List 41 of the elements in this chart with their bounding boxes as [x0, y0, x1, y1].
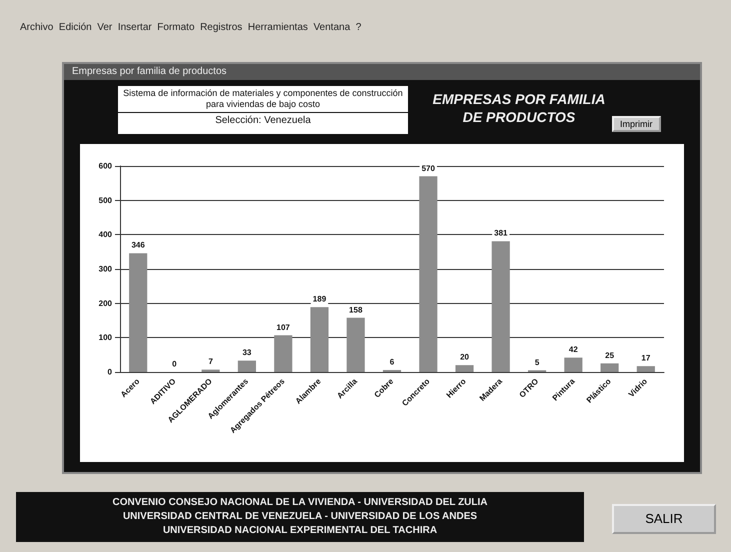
- bar: [455, 365, 474, 372]
- chart-subtitle: Selección: Venezuela: [214, 114, 312, 128]
- data-label: 17: [641, 354, 651, 363]
- data-label: 7: [208, 357, 214, 366]
- bar: [492, 241, 510, 372]
- data-label: 570: [422, 164, 436, 173]
- text: Sistema de información de materiales y componentes de construcción para viviendas de bajo costo: [118, 86, 408, 113]
- bar: [274, 335, 292, 372]
- y-tick-label: 100: [98, 333, 113, 342]
- bar: [129, 253, 148, 372]
- bar: [600, 363, 619, 372]
- bar: [419, 176, 438, 372]
- data-label: 346: [131, 240, 146, 250]
- text: Empresas por familia de productos: [64, 64, 700, 80]
- exit-button: SALIR: [612, 504, 716, 534]
- bar: [346, 318, 365, 372]
- data-label: 5: [534, 358, 540, 367]
- data-label: 107: [276, 322, 290, 332]
- data-label: 189: [312, 294, 327, 304]
- bar: [310, 307, 329, 372]
- data-label: 33: [242, 348, 252, 358]
- data-label: 25: [605, 350, 615, 360]
- y-tick-label: 0: [108, 368, 113, 376]
- data-label: 0: [172, 360, 178, 368]
- y-tick-label: 300: [98, 264, 113, 274]
- chart-title: EMPRESAS POR FAMILIA DE PRODUCTOS: [432, 90, 606, 126]
- y-tick-label: 600: [98, 162, 113, 170]
- y-tick-label: 400: [98, 230, 113, 240]
- bar: [564, 358, 582, 372]
- y-tick-label: 200: [98, 298, 113, 308]
- print-button: Imprimir: [612, 116, 660, 132]
- data-label: 381: [494, 228, 508, 238]
- data-label: 158: [349, 305, 363, 314]
- data-label: 6: [390, 357, 395, 366]
- data-label: 20: [460, 352, 470, 362]
- text: Archivo Edición Ver Insertar Formato Registros Herramientas Ventana ?: [20, 22, 362, 33]
- data-label: 42: [568, 345, 578, 354]
- y-tick-label: 500: [98, 196, 113, 205]
- bar: [636, 366, 655, 372]
- bar: [238, 360, 256, 372]
- text: CONVENIO CONSEJO NACIONAL DE LA VIVIENDA - UNIVERSIDAD DEL ZULIA UNIVERSIDAD CENTRAL DE VENEZUELA - UNIVERSIDAD DE LOS ANDES UNIVERSIDAD NACIONAL EXPERIMENTAL DEL TACHIRA: [16, 492, 584, 542]
